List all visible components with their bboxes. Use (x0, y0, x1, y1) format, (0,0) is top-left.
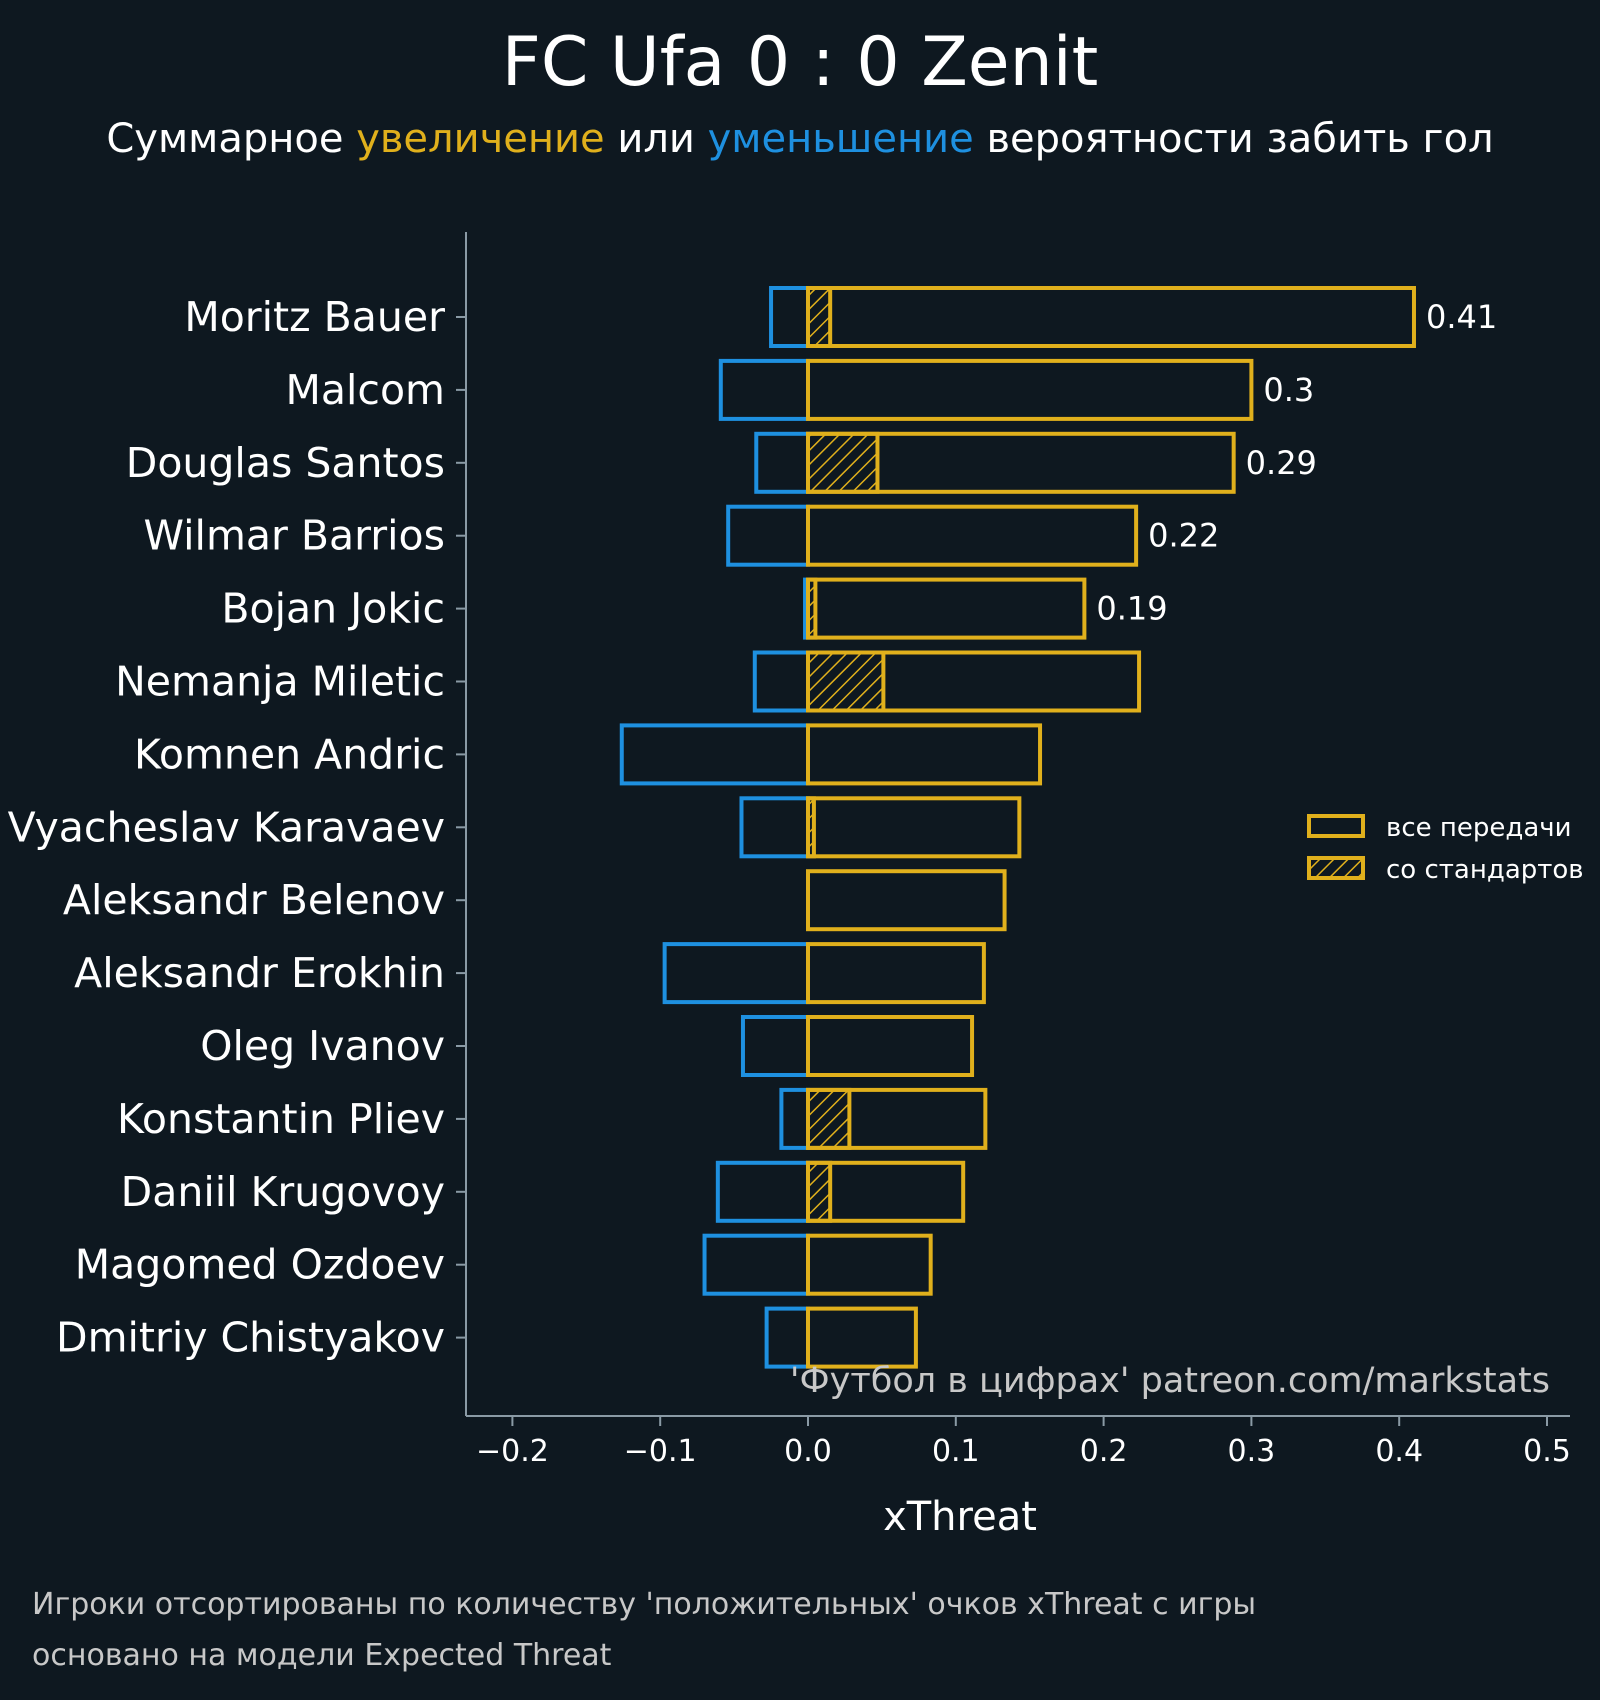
player-label: Dmitriy Chistyakov (56, 1314, 445, 1362)
chart-title: FC Ufa 0 : 0 Zenit (502, 23, 1099, 102)
set-piece-bar (806, 431, 880, 494)
axes (465, 232, 1570, 1417)
x-axis-label: xThreat (883, 1494, 1037, 1540)
positive-bar (806, 431, 1236, 494)
negative-bar (718, 358, 810, 421)
negative-bar (619, 723, 810, 786)
legend-label-set-pieces: со стандартов (1386, 855, 1584, 885)
set-piece-bar (806, 1160, 833, 1223)
x-tick-label: 0.2 (1080, 1434, 1128, 1469)
positive-bar (806, 1160, 966, 1223)
negative-bar (662, 942, 810, 1005)
legend-swatch-set-pieces (1307, 856, 1365, 880)
positive-bar (806, 1233, 933, 1296)
chart-subtitle: Суммарное увеличение или уменьшение веро… (106, 116, 1493, 162)
player-label: Nemanja Miletic (115, 658, 445, 706)
player-label: Vyacheslav Karavaev (8, 803, 445, 851)
positive-bar (806, 942, 986, 1005)
x-axis-ticks: −0.2 −0.1 0.0 0.1 0.2 0.3 0.4 0.5 (476, 1416, 1571, 1469)
negative-bar (702, 1233, 810, 1296)
positive-bar (806, 650, 1142, 713)
bars (619, 286, 1416, 1369)
legend-label-all: все передачи (1386, 813, 1572, 843)
player-label: Daniil Krugovoy (121, 1168, 445, 1216)
player-label: Aleksandr Erokhin (74, 949, 445, 997)
positive-bar (806, 286, 1416, 348)
player-label: Konstantin Pliev (117, 1095, 445, 1143)
value-label: 0.29 (1246, 444, 1317, 482)
negative-bar (740, 1015, 811, 1077)
watermark: 'Футбол в цифрах' patreon.com/markstats (790, 1361, 1550, 1401)
player-label: Aleksandr Belenov (63, 876, 445, 924)
subtitle-part-after: вероятности забить гол (974, 116, 1494, 162)
player-label: Moritz Bauer (184, 293, 445, 341)
player-label: Wilmar Barrios (144, 512, 445, 560)
subtitle-part-before: Суммарное (106, 116, 356, 162)
positive-bar (806, 1306, 918, 1369)
x-tick-label: −0.1 (624, 1434, 697, 1469)
positive-bar (806, 577, 1087, 640)
set-piece-bar (806, 1087, 852, 1150)
player-label: Douglas Santos (126, 439, 445, 487)
y-axis-labels: Moritz Bauer Malcom Douglas Santos Wilmar B… (8, 293, 466, 1362)
negative-bar (715, 1160, 810, 1223)
subtitle-increase: увеличение (356, 116, 604, 162)
positive-bar (806, 504, 1139, 567)
x-tick-label: 0.5 (1523, 1434, 1571, 1469)
negative-bar (752, 650, 810, 713)
x-tick-label: −0.2 (476, 1434, 549, 1469)
subtitle-decrease: уменьшение (708, 116, 974, 162)
player-label: Malcom (286, 366, 445, 414)
player-label: Oleg Ivanov (200, 1022, 445, 1070)
positive-bar (806, 723, 1043, 786)
value-label: 0.41 (1426, 298, 1497, 336)
player-label: Komnen Andric (134, 730, 445, 778)
value-label: 0.3 (1263, 371, 1314, 409)
x-tick-label: 0.1 (932, 1434, 980, 1469)
negative-bar (779, 1087, 810, 1150)
legend: все передачи со стандартов (1307, 813, 1584, 885)
negative-bar (726, 504, 810, 567)
positive-bar (806, 1015, 975, 1077)
footnote-sorting: Игроки отсортированы по количеству 'поло… (32, 1587, 1256, 1622)
value-labels: 0.41 0.3 0.29 0.22 0.19 (1096, 298, 1497, 628)
positive-bar (806, 869, 1007, 932)
positive-bar (806, 796, 1022, 859)
subtitle-part-middle: или (605, 116, 708, 162)
set-piece-bar (806, 286, 833, 348)
positive-bar (806, 1087, 988, 1150)
value-label: 0.19 (1096, 590, 1167, 628)
player-label: Bojan Jokic (221, 585, 445, 633)
player-label: Magomed Ozdoev (75, 1241, 445, 1289)
negative-bar (739, 796, 810, 859)
value-label: 0.22 (1148, 517, 1219, 555)
negative-bar (754, 431, 811, 494)
x-tick-label: 0.0 (784, 1434, 832, 1469)
x-tick-label: 0.4 (1375, 1434, 1423, 1469)
negative-bar (769, 286, 810, 348)
set-piece-bar (806, 650, 886, 713)
negative-bar (764, 1306, 811, 1369)
legend-swatch-all (1307, 814, 1365, 838)
footnote-model: основано на модели Expected Threat (32, 1638, 612, 1673)
x-tick-label: 0.3 (1228, 1434, 1276, 1469)
positive-bar (806, 358, 1254, 421)
